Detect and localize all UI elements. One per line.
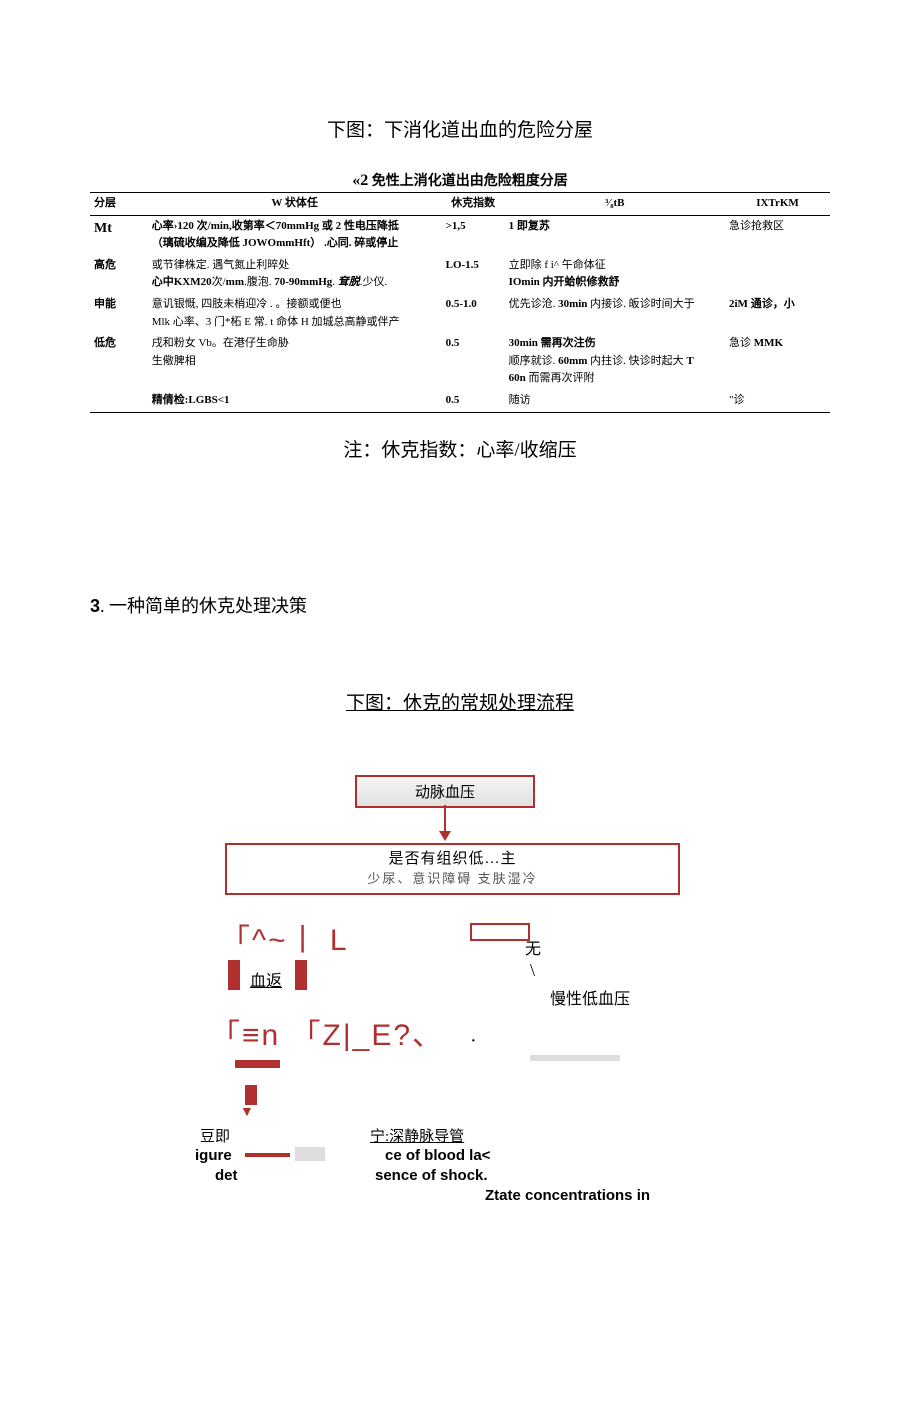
caption-prefix: «2 (352, 172, 368, 189)
cell-action: 优先诊沧. 30min 内接诊. 皈诊时间大于 (505, 294, 725, 333)
action-line: 顺序就诊. 60mm 内拄诊. 快诊时起大 T (509, 355, 694, 367)
symptom-line: 心中KXM20次/mm.腹泡. 70-90mmHg. 耷脱.少仪. (152, 276, 388, 288)
cell-level: 申能 (90, 294, 148, 333)
cell-index: >1,5 (442, 215, 505, 255)
risk-table: 分层 W 状体任 休克指数 ³⁄₈tB IXTrKM Mt 心率›120 次/m… (90, 192, 830, 413)
cell-dest: "诊 (725, 390, 830, 412)
slash: \ (530, 960, 535, 981)
th-dest: IXTrKM (725, 193, 830, 216)
th-symptom: W 状体任 (148, 193, 442, 216)
cell-index: LO-1.5 (442, 255, 505, 294)
cell-level: Mt (90, 215, 148, 255)
bar-fragment (228, 960, 240, 990)
box2-line2: 少尿、意识障碍 支肤湿冷 (235, 868, 670, 887)
dot: · (470, 1030, 477, 1053)
wu-label: 无 (525, 935, 541, 959)
flow-small-box (470, 923, 530, 941)
flowchart: 动脉血压 是否有组织低…主 少尿、意识障碍 支肤湿冷 「^~丨 L 血返 无 \… (180, 775, 740, 1225)
cell-action: 30min 需再次注伤 顺序就诊. 60mm 内拄诊. 快诊时起大 T 60n … (505, 333, 725, 390)
symptom-line: 或节律株定. 遇气氮止利晬处 (152, 259, 290, 271)
caption-text: 免性上消化道出由危险粗度分居 (368, 174, 568, 189)
cell-symptom: 精倩检:LGBS<1 (148, 390, 442, 412)
symptom-line: 生儆脾相 (152, 355, 196, 367)
bar-fragment (245, 1085, 257, 1105)
dou-label: 豆即 (200, 1125, 230, 1146)
bar-fragment (235, 1060, 280, 1068)
action-line: 60n 而需再次评附 (509, 372, 595, 384)
arrow-icon (444, 805, 446, 833)
table-body: Mt 心率›120 次/min,收第率＜70mmHg 或 2 性电压降抵 （璃硫… (90, 215, 830, 412)
cell-index: 0.5 (442, 333, 505, 390)
cell-level (90, 390, 148, 412)
action-line: 立即除 f i^ 午命体征 (509, 259, 606, 271)
section-number: 3 (90, 596, 100, 616)
symptom-line: Mlk 心率、3 门*柘 E 常. t 命体 H 加城总高静或伴产 (152, 316, 400, 328)
chronic-label: 慢性低血压 (550, 985, 630, 1009)
action-line: 30min 需再次注伤 (509, 337, 596, 349)
page-title: 下图：下消化道出血的危险分屋 (0, 115, 920, 142)
cell-dest (725, 255, 830, 294)
symptom-line: 心率›120 次/min,收第率＜70mmHg 或 2 性电压降抵 (152, 220, 399, 232)
bar-fragment-grey (530, 1055, 620, 1061)
fragment-text-2: 「≡n 「Z|_E?、 (210, 1010, 444, 1054)
flow-title: 下图：休克的常规处理流程 (0, 688, 920, 715)
section-3-heading: 3. 一种简单的休克处理决策 (90, 592, 920, 618)
cell-dest: 2iM 通诊，小 (725, 294, 830, 333)
table-row: 申能 意讥银慨, 四肢未梢迎冷 . 。接额或便也 Mlk 心率、3 门*柘 E … (90, 294, 830, 333)
xuefan-label: 血返 (250, 967, 282, 991)
index-note: 注：休克指数：心率/收缩压 (0, 435, 920, 462)
th-level: 分层 (90, 193, 148, 216)
cell-action: 随访 (505, 390, 725, 412)
symptom-line: 意讥银慨, 四肢未梢迎冷 . 。接额或便也 (152, 298, 342, 310)
cell-action: 立即除 f i^ 午命体征 IOmin 内开蛤帜修救舒 (505, 255, 725, 294)
table-caption: «2 免性上消化道出由危险粗度分居 (0, 170, 920, 190)
th-index: 休克指数 (442, 193, 505, 216)
bar-fragment-grey (295, 1147, 325, 1161)
table-row: Mt 心率›120 次/min,收第率＜70mmHg 或 2 性电压降抵 （璃硫… (90, 215, 830, 255)
symptom-line: 戌和粉女 Vb。在港仔生命胁 (152, 337, 289, 349)
cell-symptom: 戌和粉女 Vb。在港仔生命胁 生儆脾相 (148, 333, 442, 390)
figure-text-fragment: ce of blood la< (385, 1147, 490, 1164)
box2-line1: 是否有组织低…主 (235, 847, 670, 868)
cell-dest: 急诊 MMK (725, 333, 830, 390)
table-row: 低危 戌和粉女 Vb。在港仔生命胁 生儆脾相 0.5 30min 需再次注伤 顺… (90, 333, 830, 390)
bar-fragment (245, 1153, 290, 1157)
cell-action: 1 即复苏 (505, 215, 725, 255)
cell-symptom: 意讥银慨, 四肢未梢迎冷 . 。接额或便也 Mlk 心率、3 门*柘 E 常. … (148, 294, 442, 333)
flow-box-tissue: 是否有组织低…主 少尿、意识障碍 支肤湿冷 (225, 843, 680, 895)
fragment-text: 「^~丨 L (220, 915, 349, 959)
action-line: IOmin 内开蛤帜修救舒 (509, 276, 620, 288)
figure-text-fragment: det (215, 1167, 238, 1184)
action-line: 优先诊沧. 30min 内接诊. 皈诊时间大于 (509, 298, 695, 310)
cell-level: 高危 (90, 255, 148, 294)
flow-box-bp: 动脉血压 (355, 775, 535, 808)
figure-text-fragment: Ztate concentrations in (485, 1187, 650, 1204)
deep-vein-label: 宁:深静脉导管 (370, 1125, 464, 1146)
table-row: 精倩检:LGBS<1 0.5 随访 "诊 (90, 390, 830, 412)
cell-symptom: 心率›120 次/min,收第率＜70mmHg 或 2 性电压降抵 （璃硫收编及… (148, 215, 442, 255)
cell-symptom: 或节律株定. 遇气氮止利晬处 心中KXM20次/mm.腹泡. 70-90mmHg… (148, 255, 442, 294)
bar-fragment (295, 960, 307, 990)
section-text: . 一种简单的休克处理决策 (100, 596, 307, 616)
cell-dest: 急诊抢救区 (725, 215, 830, 255)
arrowhead-icon: ▼ (240, 1105, 254, 1121)
cell-index: 0.5 (442, 390, 505, 412)
th-action: ³⁄₈tB (505, 193, 725, 216)
figure-text-fragment: sence of shock. (375, 1167, 488, 1184)
cell-index: 0.5-1.0 (442, 294, 505, 333)
symptom-line: （璃硫收编及降低 JOWOmmHft） .心同. 碎或停止 (152, 237, 399, 249)
figure-text-fragment: igure (195, 1147, 232, 1164)
cell-level: 低危 (90, 333, 148, 390)
table-row: 高危 或节律株定. 遇气氮止利晬处 心中KXM20次/mm.腹泡. 70-90m… (90, 255, 830, 294)
table-header-row: 分层 W 状体任 休克指数 ³⁄₈tB IXTrKM (90, 193, 830, 216)
